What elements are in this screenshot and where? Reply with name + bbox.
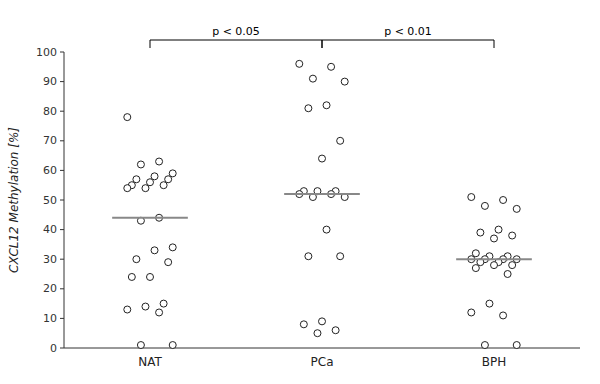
y-tick <box>60 259 64 260</box>
point <box>133 256 140 263</box>
chart: 0 10 20 30 40 50 60 70 80 90 100 NAT PCa BPH CXCL12 Me… <box>0 0 600 384</box>
point <box>142 185 149 192</box>
point <box>151 173 158 180</box>
y-tick-label: 20 <box>43 282 57 295</box>
point <box>309 75 316 82</box>
point <box>296 60 303 67</box>
y-tick-label: 80 <box>43 105 57 118</box>
point <box>486 300 493 307</box>
point <box>500 197 507 204</box>
point <box>165 176 172 183</box>
annotation: p < 0.05 <box>212 25 260 38</box>
point <box>169 244 176 251</box>
point <box>500 312 507 319</box>
point <box>319 318 326 325</box>
point <box>133 176 140 183</box>
point <box>513 342 520 349</box>
y-tick-label: 60 <box>43 164 57 177</box>
annotation: p < 0.01 <box>384 25 432 38</box>
median-line <box>284 193 360 195</box>
point <box>491 235 498 242</box>
point <box>147 179 154 186</box>
point <box>151 247 158 254</box>
y-tick-label: 90 <box>43 75 57 88</box>
y-tick-label: 40 <box>43 223 57 236</box>
point <box>160 182 167 189</box>
y-tick <box>60 229 64 230</box>
point <box>481 202 488 209</box>
point <box>147 273 154 280</box>
point <box>477 229 484 236</box>
point <box>300 321 307 328</box>
y-tick-label: 70 <box>43 134 57 147</box>
point <box>305 105 312 112</box>
point <box>328 63 335 70</box>
point <box>169 342 176 349</box>
y-axis-label: CXCL12 Methylation [%] <box>7 127 21 273</box>
point <box>323 102 330 109</box>
point <box>305 253 312 260</box>
point <box>165 259 172 266</box>
point <box>124 114 131 121</box>
point <box>481 342 488 349</box>
y-tick <box>60 288 64 289</box>
point <box>314 330 321 337</box>
y-tick-label: 100 <box>36 46 57 59</box>
point <box>472 250 479 257</box>
x-tick-label: NAT <box>138 355 162 369</box>
point <box>156 158 163 165</box>
point <box>332 327 339 334</box>
x-tick-label: BPH <box>482 355 507 369</box>
point <box>504 271 511 278</box>
bracket <box>322 40 494 48</box>
y-tick <box>60 81 64 82</box>
y-tick <box>60 170 64 171</box>
point <box>137 161 144 168</box>
y-tick <box>60 200 64 201</box>
y-tick <box>60 318 64 319</box>
point <box>128 273 135 280</box>
point <box>468 194 475 201</box>
y-tick <box>60 111 64 112</box>
point <box>319 155 326 162</box>
point <box>495 226 502 233</box>
point <box>468 309 475 316</box>
point <box>156 309 163 316</box>
point <box>323 226 330 233</box>
y-tick-label: 50 <box>43 194 57 207</box>
point <box>124 306 131 313</box>
point <box>169 170 176 177</box>
point <box>509 232 516 239</box>
y-tick-label: 0 <box>50 342 57 355</box>
y-tick-label: 10 <box>43 312 57 325</box>
point <box>513 205 520 212</box>
plot-area <box>112 60 532 348</box>
point <box>124 185 131 192</box>
point <box>472 265 479 272</box>
point <box>509 262 516 269</box>
y-tick <box>60 348 64 349</box>
median-line <box>112 217 188 219</box>
median-line <box>456 258 532 260</box>
y-tick <box>60 140 64 141</box>
y-tick-label: 30 <box>43 253 57 266</box>
point <box>137 342 144 349</box>
point <box>491 262 498 269</box>
point <box>160 300 167 307</box>
y-tick <box>60 52 64 53</box>
point <box>142 303 149 310</box>
point <box>337 137 344 144</box>
point <box>341 78 348 85</box>
x-tick-label: PCa <box>311 355 334 369</box>
bracket <box>150 40 322 48</box>
point <box>337 253 344 260</box>
